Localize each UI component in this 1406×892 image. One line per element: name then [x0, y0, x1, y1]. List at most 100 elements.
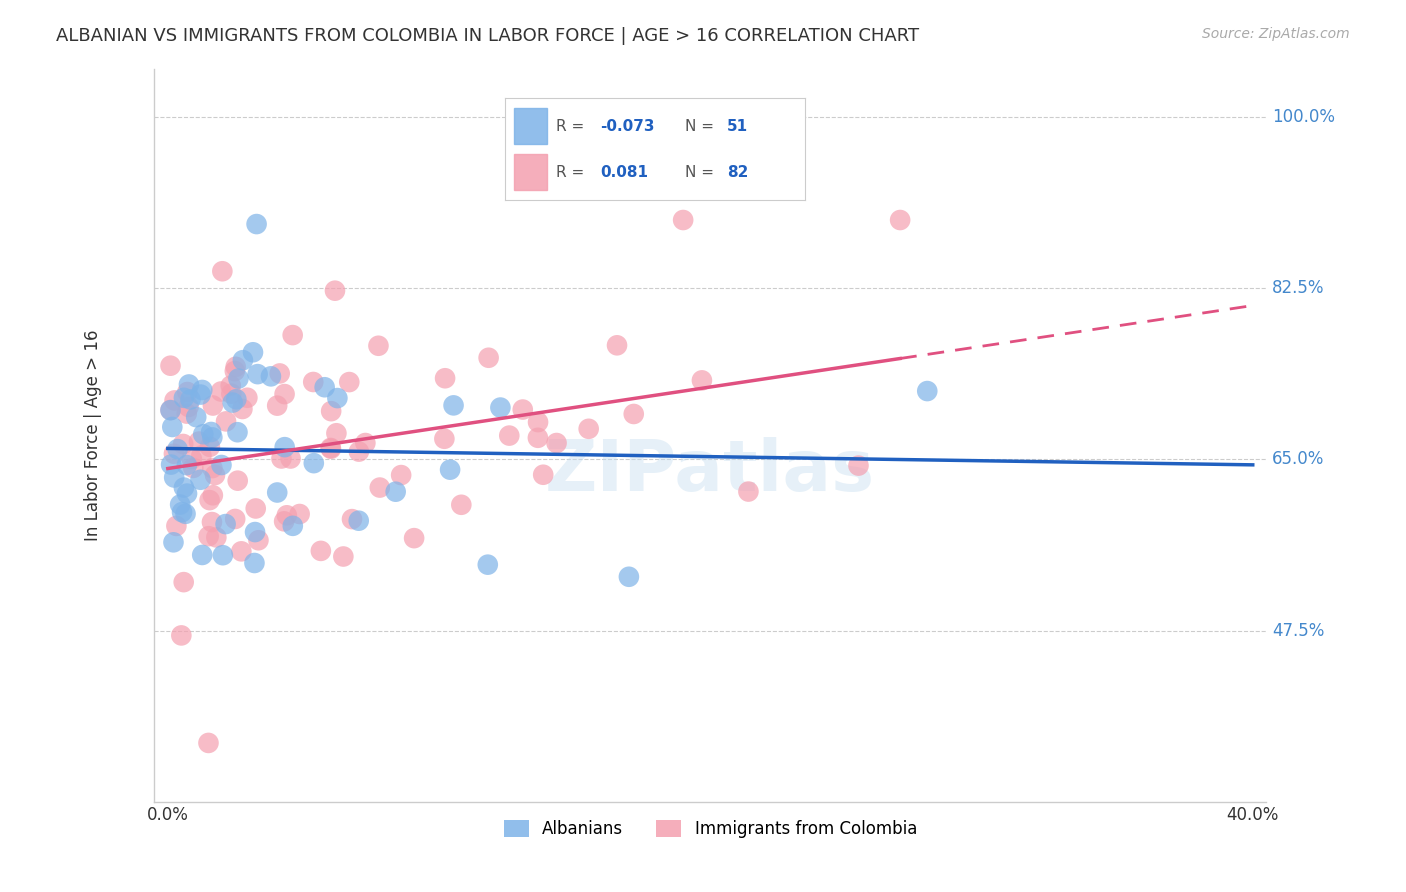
Text: 47.5%: 47.5%: [1272, 622, 1324, 640]
Point: [211, 458, 233, 472]
Point: [177, 377, 200, 392]
Point: [546, 436, 568, 450]
Point: [340, 512, 363, 526]
Point: [231, 402, 253, 417]
Point: [242, 345, 264, 359]
Point: [737, 484, 759, 499]
Point: [166, 442, 188, 456]
Text: Source: ZipAtlas.com: Source: ZipAtlas.com: [1202, 27, 1350, 41]
Point: [172, 437, 194, 451]
Point: [281, 328, 304, 343]
Point: [215, 414, 238, 428]
Point: [219, 378, 242, 392]
Text: In Labor Force | Age > 16: In Labor Force | Age > 16: [84, 329, 103, 541]
Point: [225, 392, 247, 407]
Point: [332, 549, 354, 564]
Point: [281, 519, 304, 533]
Point: [270, 451, 292, 466]
Point: [690, 373, 713, 387]
Point: [273, 440, 295, 454]
Point: [273, 387, 295, 401]
Point: [404, 531, 426, 545]
Point: [159, 359, 181, 373]
Point: [224, 512, 246, 526]
Point: [159, 403, 181, 417]
Point: [498, 428, 520, 442]
Point: [245, 501, 267, 516]
Point: [273, 514, 295, 528]
Point: [617, 570, 640, 584]
Point: [280, 451, 302, 466]
Point: [477, 558, 499, 572]
Point: [225, 359, 247, 374]
Point: [176, 384, 198, 399]
Text: 100.0%: 100.0%: [1272, 109, 1334, 127]
Point: [198, 493, 221, 508]
Point: [450, 498, 472, 512]
Point: [173, 575, 195, 590]
Point: [163, 393, 186, 408]
Point: [260, 369, 283, 384]
Point: [197, 736, 219, 750]
Point: [314, 380, 336, 394]
Point: [276, 508, 298, 523]
Point: [917, 384, 939, 398]
Point: [169, 498, 191, 512]
Point: [186, 410, 208, 425]
Point: [245, 217, 267, 231]
Point: [269, 367, 291, 381]
Point: [173, 481, 195, 495]
Point: [176, 458, 198, 472]
Legend: Albanians, Immigrants from Colombia: Albanians, Immigrants from Colombia: [496, 813, 924, 845]
Text: 0.0%: 0.0%: [146, 806, 188, 824]
Point: [578, 422, 600, 436]
Point: [439, 463, 461, 477]
Point: [433, 432, 456, 446]
Point: [389, 468, 412, 483]
Point: [209, 384, 232, 399]
Point: [443, 398, 465, 412]
Text: ZIPatlas: ZIPatlas: [546, 437, 876, 506]
Point: [309, 544, 332, 558]
Text: ALBANIAN VS IMMIGRANTS FROM COLOMBIA IN LABOR FORCE | AGE > 16 CORRELATION CHART: ALBANIAN VS IMMIGRANTS FROM COLOMBIA IN …: [56, 27, 920, 45]
Point: [221, 395, 243, 409]
Point: [848, 458, 870, 473]
Point: [176, 486, 198, 500]
Point: [243, 556, 266, 570]
Point: [606, 338, 628, 352]
Point: [512, 402, 534, 417]
Point: [228, 371, 250, 385]
Point: [201, 461, 224, 475]
Point: [193, 427, 215, 442]
Point: [177, 400, 200, 414]
Point: [179, 392, 201, 407]
Point: [321, 404, 343, 418]
Point: [201, 515, 224, 529]
Point: [191, 383, 214, 397]
Point: [174, 507, 197, 521]
Point: [347, 514, 370, 528]
Point: [489, 401, 512, 415]
Point: [243, 524, 266, 539]
Point: [337, 375, 360, 389]
Point: [302, 456, 325, 470]
Point: [246, 367, 269, 381]
Point: [224, 364, 246, 378]
Point: [212, 548, 235, 562]
Point: [434, 371, 457, 385]
Point: [160, 458, 183, 472]
Point: [326, 391, 349, 405]
Point: [221, 386, 243, 401]
Text: 82.5%: 82.5%: [1272, 279, 1324, 297]
Point: [288, 507, 311, 521]
Point: [201, 430, 224, 444]
Point: [325, 426, 347, 441]
Point: [205, 530, 228, 544]
Point: [354, 436, 377, 450]
Point: [672, 213, 695, 227]
Text: 65.0%: 65.0%: [1272, 450, 1324, 468]
Point: [165, 519, 187, 533]
Point: [201, 399, 224, 413]
Text: 40.0%: 40.0%: [1226, 806, 1279, 824]
Point: [236, 391, 259, 405]
